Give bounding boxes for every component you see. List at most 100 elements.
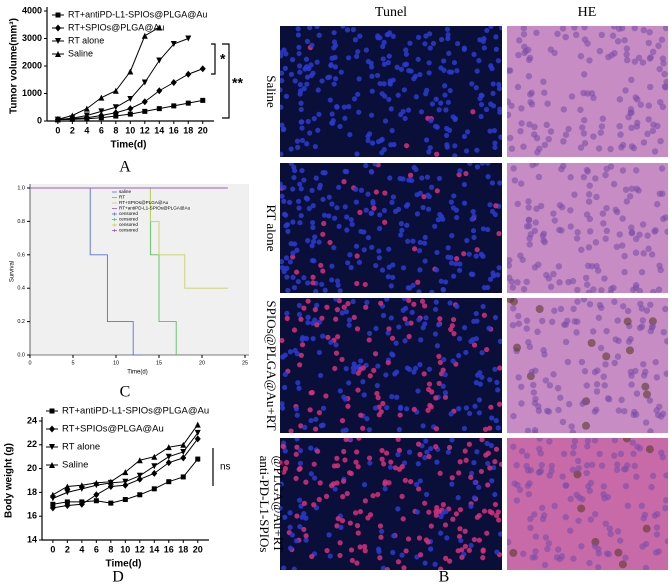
cell [283,51,289,57]
cell [456,172,462,178]
cell [481,508,488,514]
cell [354,326,361,332]
cell [486,325,492,331]
cell [337,388,343,394]
cell [581,26,588,31]
cell [605,550,612,558]
cell [528,101,536,108]
cell [538,317,546,325]
cell [346,380,352,386]
legend-label: RT [119,195,125,200]
cell [461,181,468,188]
cell [588,263,596,270]
cell [295,380,301,386]
cell [476,537,482,543]
cell [592,510,599,518]
cell [492,501,499,508]
cell [383,118,389,124]
cell [560,106,568,113]
cell [428,523,434,529]
cell [426,453,432,460]
cell [349,557,355,564]
cell [526,480,533,487]
cell [302,424,308,431]
cell [474,514,480,520]
cell [377,555,383,561]
cell [432,331,439,337]
cell [593,262,600,270]
marker [93,479,100,486]
cell [436,508,442,515]
marker [122,469,129,476]
cell [342,204,348,210]
cell [507,538,512,546]
cell [395,506,401,512]
cell [591,408,599,415]
cell [337,552,343,559]
cell [366,337,372,343]
cell [608,52,615,59]
cell [433,426,440,432]
cell [322,170,328,176]
marker [156,87,163,95]
cell [611,298,618,305]
cell [396,324,402,330]
cell [408,320,414,326]
cell [385,330,391,336]
cell [423,438,429,444]
marker [151,453,158,460]
x-tick-label: 5 [71,360,74,366]
x-tick-label: 20 [198,125,208,135]
cell [625,346,634,355]
cell [602,352,611,361]
marker [151,463,158,470]
cell [403,47,409,53]
marker [108,500,114,506]
cell [438,65,444,71]
cell [610,26,618,30]
cell [393,340,399,346]
cell [280,401,285,407]
cell [662,26,668,32]
cell [622,466,629,473]
cell [525,491,533,498]
cell [367,373,373,379]
cell [367,460,373,466]
micrograph-content [280,163,502,293]
marker [151,486,157,492]
cell [380,312,387,319]
cell [582,274,590,282]
cell [550,210,557,217]
cell [557,394,564,401]
cell [280,78,285,84]
cell [565,278,572,286]
cell [291,174,297,181]
cell [640,139,648,146]
cell [551,217,559,224]
cell [470,208,476,215]
cell [550,270,557,278]
cell [309,257,316,264]
cell [586,57,593,64]
cell [440,367,446,373]
cell [472,479,478,486]
cell [627,193,634,200]
cell [517,180,525,187]
x-tick-label: 20 [199,360,205,366]
x-tick-label: 6 [99,125,104,135]
cell [627,335,634,343]
cell [633,185,640,193]
cell [332,365,338,372]
cell [577,106,584,113]
cell [423,137,430,143]
cell [406,333,412,340]
cell [334,455,340,461]
cell [520,31,528,38]
cell [449,481,455,487]
cell [283,255,290,261]
cell [390,274,396,281]
cell [601,275,608,282]
cell [287,349,293,355]
cell [409,309,415,316]
cell [398,232,404,238]
